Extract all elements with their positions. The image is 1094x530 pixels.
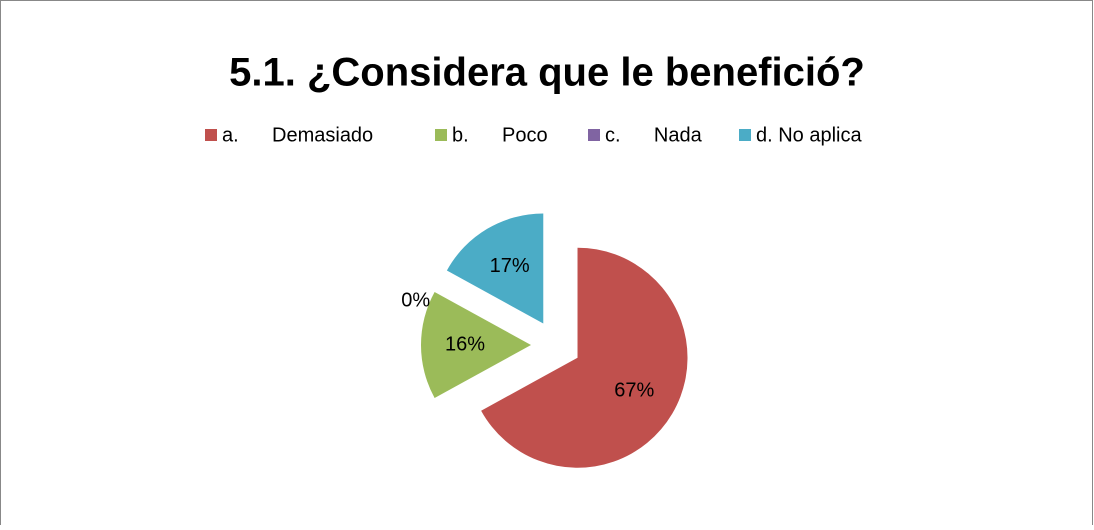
legend-label: a. Demasiado (222, 124, 373, 146)
legend-label: b. Poco (452, 124, 548, 146)
legend-swatch (205, 129, 217, 141)
chart-title: 5.1. ¿Considera que le benefició? (229, 51, 865, 95)
legend-label: c. Nada (605, 124, 703, 146)
legend-label: d. No aplica (756, 124, 862, 146)
pie-slice (446, 213, 544, 324)
pie-slice (481, 247, 688, 468)
data-label: 0% (401, 289, 430, 311)
legend-swatch (588, 129, 600, 141)
legend-swatch (435, 129, 447, 141)
legend-swatch (739, 129, 751, 141)
data-label: 67% (614, 380, 654, 402)
data-label: 17% (490, 255, 530, 277)
data-label: 16% (445, 333, 485, 355)
pie-slice (420, 292, 531, 398)
